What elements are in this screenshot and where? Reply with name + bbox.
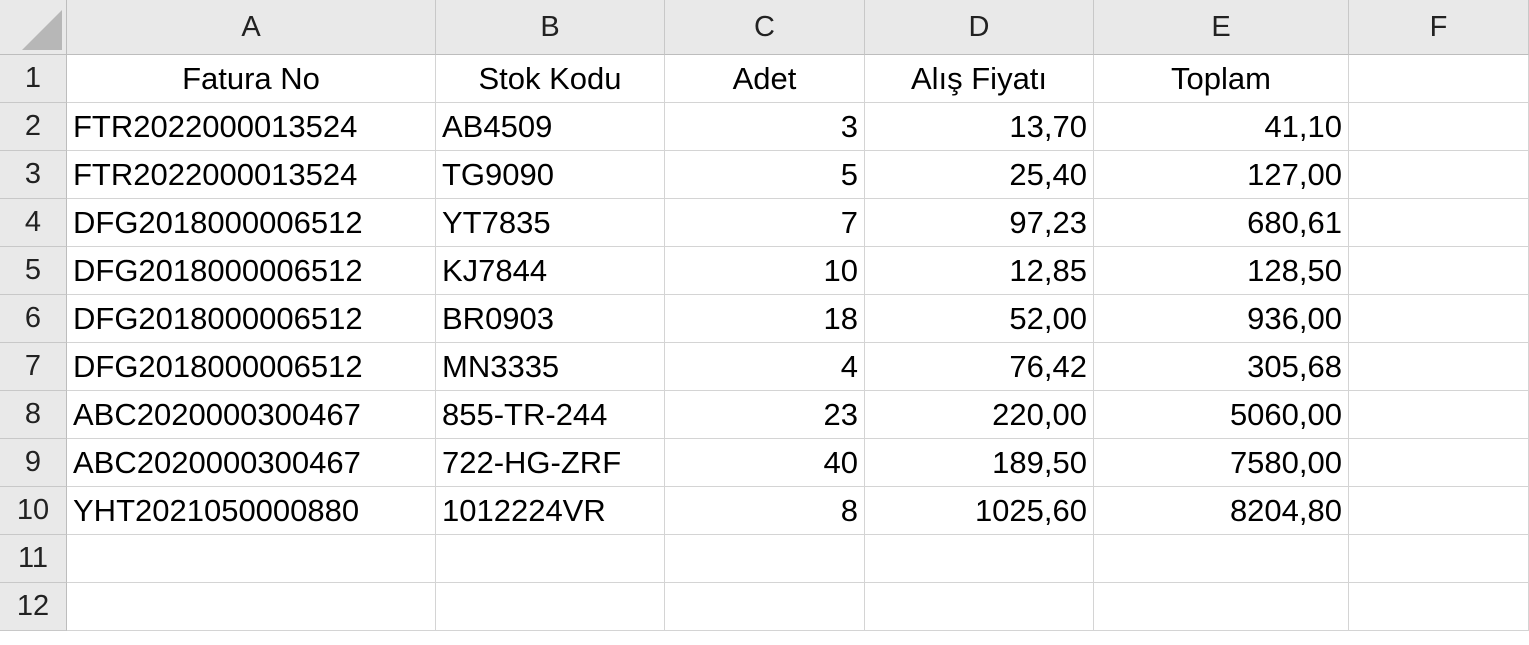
cell-a7[interactable]: DFG2018000006512 [67,343,436,391]
cell-c8[interactable]: 23 [665,391,865,439]
cell-a2[interactable]: FTR2022000013524 [67,103,436,151]
row-header-1[interactable]: 1 [0,55,67,103]
cell-c10[interactable]: 8 [665,487,865,535]
cell-f11[interactable] [1349,535,1529,583]
row-header-8[interactable]: 8 [0,391,67,439]
cell-b5[interactable]: KJ7844 [436,247,665,295]
cell-c6[interactable]: 18 [665,295,865,343]
cell-d9[interactable]: 189,50 [865,439,1094,487]
cell-b9[interactable]: 722-HG-ZRF [436,439,665,487]
row-header-2[interactable]: 2 [0,103,67,151]
column-header-a[interactable]: A [67,0,436,55]
cell-f9[interactable] [1349,439,1529,487]
cell-c11[interactable] [665,535,865,583]
cell-c3[interactable]: 5 [665,151,865,199]
select-all-triangle-icon [22,10,62,50]
column-header-f[interactable]: F [1349,0,1529,55]
cell-e11[interactable] [1094,535,1349,583]
row-header-6[interactable]: 6 [0,295,67,343]
cell-c12[interactable] [665,583,865,631]
cell-c5[interactable]: 10 [665,247,865,295]
cell-f1[interactable] [1349,55,1529,103]
cell-a4[interactable]: DFG2018000006512 [67,199,436,247]
cell-a8[interactable]: ABC2020000300467 [67,391,436,439]
cell-f10[interactable] [1349,487,1529,535]
column-header-d[interactable]: D [865,0,1094,55]
cell-b11[interactable] [436,535,665,583]
cell-a6[interactable]: DFG2018000006512 [67,295,436,343]
select-all-button[interactable] [0,0,67,55]
cell-f8[interactable] [1349,391,1529,439]
column-header-e[interactable]: E [1094,0,1349,55]
cell-c2[interactable]: 3 [665,103,865,151]
cell-b7[interactable]: MN3335 [436,343,665,391]
row-header-10[interactable]: 10 [0,487,67,535]
cell-b3[interactable]: TG9090 [436,151,665,199]
cell-d3[interactable]: 25,40 [865,151,1094,199]
cell-f12[interactable] [1349,583,1529,631]
cell-d7[interactable]: 76,42 [865,343,1094,391]
row-header-4[interactable]: 4 [0,199,67,247]
cell-d11[interactable] [865,535,1094,583]
cell-a3[interactable]: FTR2022000013524 [67,151,436,199]
cell-d2[interactable]: 13,70 [865,103,1094,151]
cell-a10[interactable]: YHT2021050000880 [67,487,436,535]
row-header-9[interactable]: 9 [0,439,67,487]
cell-b1[interactable]: Stok Kodu [436,55,665,103]
cell-b4[interactable]: YT7835 [436,199,665,247]
column-header-b[interactable]: B [436,0,665,55]
cell-c7[interactable]: 4 [665,343,865,391]
cell-d10[interactable]: 1025,60 [865,487,1094,535]
cell-e5[interactable]: 128,50 [1094,247,1349,295]
cell-f2[interactable] [1349,103,1529,151]
cell-b12[interactable] [436,583,665,631]
cell-d12[interactable] [865,583,1094,631]
cell-c4[interactable]: 7 [665,199,865,247]
cell-e12[interactable] [1094,583,1349,631]
cell-d6[interactable]: 52,00 [865,295,1094,343]
cell-f3[interactable] [1349,151,1529,199]
column-header-c[interactable]: C [665,0,865,55]
cell-a12[interactable] [67,583,436,631]
row-header-7[interactable]: 7 [0,343,67,391]
cell-c1[interactable]: Adet [665,55,865,103]
cell-b6[interactable]: BR0903 [436,295,665,343]
cell-e4[interactable]: 680,61 [1094,199,1349,247]
cell-d1[interactable]: Alış Fiyatı [865,55,1094,103]
cell-f5[interactable] [1349,247,1529,295]
row-header-11[interactable]: 11 [0,535,67,583]
cell-e10[interactable]: 8204,80 [1094,487,1349,535]
cell-a5[interactable]: DFG2018000006512 [67,247,436,295]
row-header-3[interactable]: 3 [0,151,67,199]
cell-e8[interactable]: 5060,00 [1094,391,1349,439]
cell-d8[interactable]: 220,00 [865,391,1094,439]
cell-b2[interactable]: AB4509 [436,103,665,151]
cell-f6[interactable] [1349,295,1529,343]
cell-e1[interactable]: Toplam [1094,55,1349,103]
cell-grid: A B C D E F 1 Fatura No Stok Kodu Adet A… [0,0,1529,631]
cell-c9[interactable]: 40 [665,439,865,487]
cell-e7[interactable]: 305,68 [1094,343,1349,391]
cell-e6[interactable]: 936,00 [1094,295,1349,343]
cell-e3[interactable]: 127,00 [1094,151,1349,199]
cell-f4[interactable] [1349,199,1529,247]
cell-a9[interactable]: ABC2020000300467 [67,439,436,487]
cell-a11[interactable] [67,535,436,583]
row-header-12[interactable]: 12 [0,583,67,631]
cell-e2[interactable]: 41,10 [1094,103,1349,151]
cell-b10[interactable]: 1012224VR [436,487,665,535]
row-header-5[interactable]: 5 [0,247,67,295]
cell-d4[interactable]: 97,23 [865,199,1094,247]
cell-d5[interactable]: 12,85 [865,247,1094,295]
cell-a1[interactable]: Fatura No [67,55,436,103]
cell-b8[interactable]: 855-TR-244 [436,391,665,439]
cell-f7[interactable] [1349,343,1529,391]
cell-e9[interactable]: 7580,00 [1094,439,1349,487]
